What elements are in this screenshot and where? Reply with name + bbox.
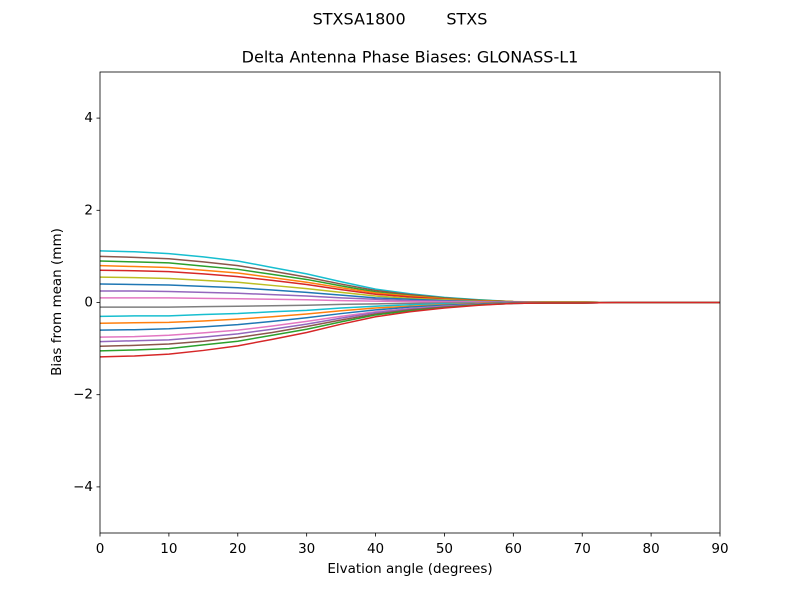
x-axis-label: Elvation angle (degrees) <box>327 561 492 577</box>
x-tick-label: 90 <box>711 541 728 557</box>
x-tick-label: 30 <box>298 541 315 557</box>
x-tick-label: 40 <box>367 541 384 557</box>
y-tick-label: 2 <box>84 202 93 218</box>
y-tick-label: 0 <box>84 295 93 311</box>
x-tick-label: 80 <box>643 541 660 557</box>
x-tick-label: 10 <box>160 541 177 557</box>
y-tick-label: −2 <box>73 387 93 403</box>
x-tick-label: 0 <box>96 541 105 557</box>
y-tick-label: −4 <box>73 479 93 495</box>
suptitle: STXSA1800 STXS <box>313 10 488 29</box>
y-axis-label: Bias from mean (mm) <box>49 228 65 376</box>
x-tick-label: 60 <box>505 541 522 557</box>
chart-title: Delta Antenna Phase Biases: GLONASS-L1 <box>242 48 579 67</box>
x-tick-label: 50 <box>436 541 453 557</box>
x-tick-label: 20 <box>229 541 246 557</box>
x-tick-label: 70 <box>574 541 591 557</box>
series-line <box>99 301 720 358</box>
y-tick-label: 4 <box>84 110 93 126</box>
